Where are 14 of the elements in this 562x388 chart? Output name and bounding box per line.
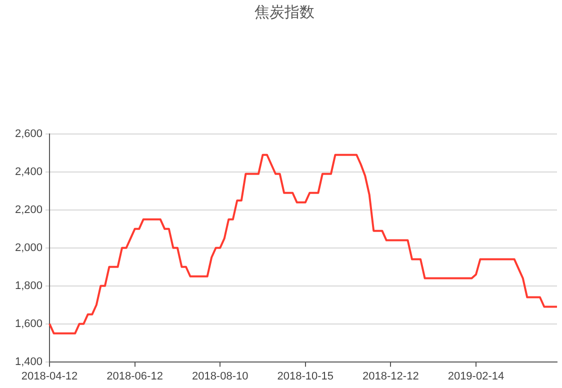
y-tick-label: 1,600 [14,318,43,330]
y-tick-label: 2,000 [14,242,43,254]
y-tick-label: 1,800 [14,280,43,292]
x-tick-label: 2018-10-15 [277,370,334,382]
x-tick-label: 2018-08-10 [192,370,248,382]
x-tick-label: 2018-06-12 [106,370,163,382]
x-tick-label: 2018-12-12 [362,370,419,382]
y-tick-label: 2,400 [14,166,43,178]
y-tick-label: 2,200 [14,204,43,216]
chart-title: 焦炭指数 [254,2,314,21]
y-tick-label: 1,400 [14,356,43,368]
x-tick-label: 2018-04-12 [21,370,78,382]
y-tick-label: 2,600 [14,128,43,140]
x-tick-label: 2019-02-14 [448,370,504,382]
